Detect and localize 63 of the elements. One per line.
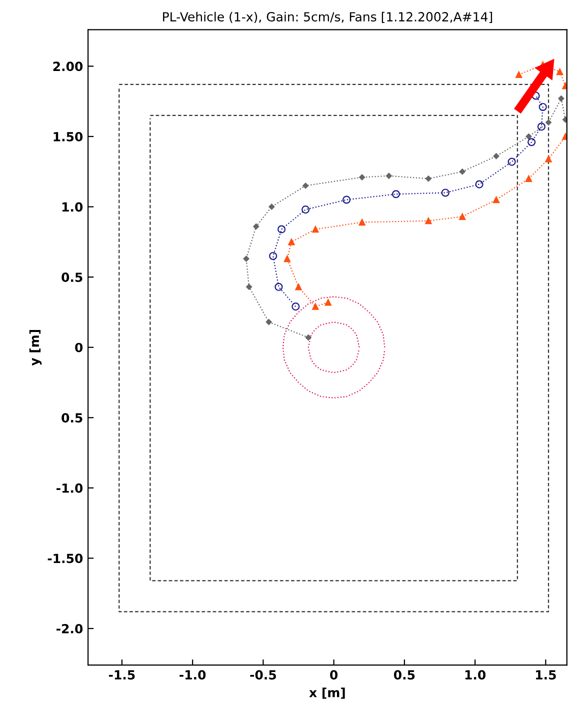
point <box>292 302 300 311</box>
x-tick-label: 1.5 <box>536 670 556 680</box>
point <box>386 172 392 179</box>
point <box>295 284 302 290</box>
y-tick-label: 0.5 <box>62 413 82 423</box>
x-tick-label: -1.5 <box>108 670 135 680</box>
point <box>284 255 291 262</box>
chart-title: PL-Vehicle (1-x), Gain: 5cm/s, Fans [1.12.2002,A#14] <box>163 12 492 23</box>
x-tick-label: 0.5 <box>394 670 415 680</box>
point <box>288 238 295 246</box>
y-axis-title: y [m] <box>29 330 42 366</box>
point <box>537 122 546 131</box>
point <box>525 175 532 182</box>
point <box>475 180 484 188</box>
point <box>312 226 319 233</box>
y-tick-label: -2.0 <box>56 624 83 634</box>
point <box>538 102 547 111</box>
point <box>528 138 536 146</box>
point <box>562 116 567 123</box>
x-tick-label: -1.0 <box>180 670 206 680</box>
y-tick-label: 0.5 <box>62 272 82 282</box>
point <box>459 213 466 220</box>
point <box>545 119 552 126</box>
point <box>526 133 532 140</box>
point <box>425 218 432 224</box>
point <box>558 96 564 102</box>
point <box>556 68 564 76</box>
point <box>268 204 275 210</box>
point <box>516 71 522 78</box>
x-tick-label: 1.0 <box>465 670 486 680</box>
y-tick-label: 0 <box>75 342 83 352</box>
point <box>493 153 500 160</box>
point <box>269 252 278 260</box>
point <box>358 218 366 226</box>
point <box>305 334 312 341</box>
x-axis-title: x [m] <box>309 688 345 699</box>
x-tick-label: -0.5 <box>250 670 276 680</box>
point <box>324 299 332 306</box>
y-tick-label: 1.0 <box>62 202 83 212</box>
point <box>392 190 400 198</box>
point <box>508 158 516 166</box>
point <box>274 282 283 291</box>
point <box>342 196 351 204</box>
line-series <box>282 296 386 399</box>
point <box>266 319 272 326</box>
y-tick-label: 2.00 <box>53 62 83 72</box>
point <box>359 174 366 180</box>
y-tick-label: 1.50 <box>54 132 83 142</box>
point <box>459 168 466 175</box>
point <box>246 284 252 290</box>
point <box>253 223 260 230</box>
y-tick-label: -1.0 <box>56 483 83 493</box>
point <box>302 206 310 214</box>
x-tick-label: 0 <box>330 670 338 680</box>
y-tick-label: -1.50 <box>48 554 83 564</box>
point <box>545 156 552 162</box>
point <box>312 303 319 310</box>
point <box>425 176 432 182</box>
point <box>302 182 309 189</box>
point <box>243 256 250 262</box>
point <box>441 188 450 197</box>
point <box>278 225 286 234</box>
point <box>492 196 500 204</box>
